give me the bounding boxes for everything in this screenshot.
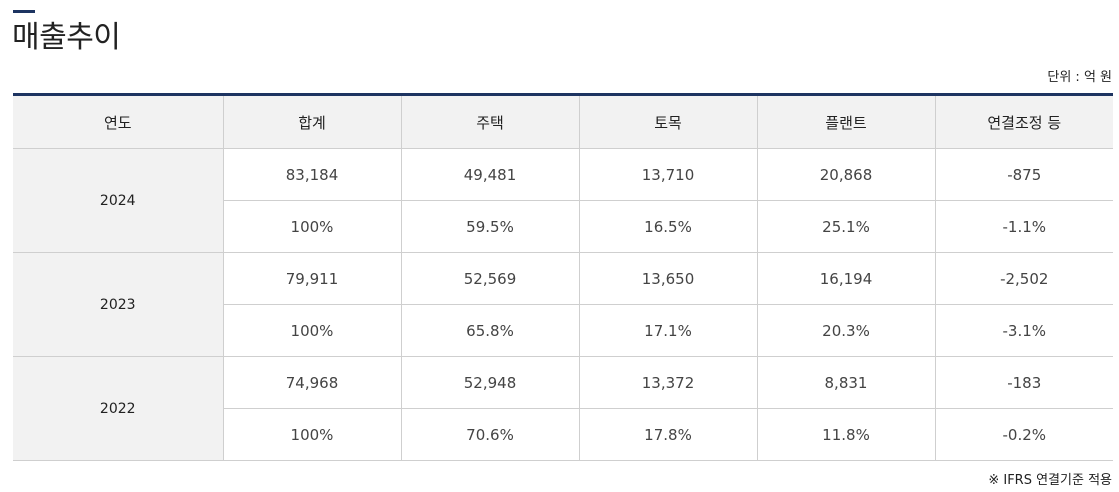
share-total: 100%: [223, 304, 402, 357]
header-civil: 토목: [578, 94, 758, 149]
header-year: 연도: [13, 94, 224, 149]
amount-plant: 16,194: [756, 252, 936, 305]
amount-housing: 49,481: [400, 148, 580, 201]
table-row-amount: 2023 79,911 52,569 13,650 16,194 -2,502: [13, 252, 1113, 357]
amount-adjustment: -2,502: [934, 252, 1113, 305]
table-header-row: 연도 합계 주택 토목 플랜트 연결조정 등: [13, 94, 1113, 149]
share-adjustment: -0.2%: [934, 408, 1113, 461]
share-housing: 70.6%: [400, 408, 580, 461]
unit-label: 단위 : 억 원: [1047, 70, 1112, 85]
page-title: 매출추이: [12, 20, 121, 55]
amount-civil: 13,372: [578, 356, 758, 409]
share-civil: 17.8%: [578, 408, 758, 461]
share-total: 100%: [223, 200, 402, 253]
year-cell: 2022: [13, 356, 224, 461]
share-plant: 11.8%: [756, 408, 936, 461]
footnote-ifrs: ※ IFRS 연결기준 적용: [988, 473, 1112, 488]
amount-adjustment: -183: [934, 356, 1113, 409]
table-row-share: 100% 65.8% 17.1% 20.3% -3.1%: [13, 304, 1113, 357]
table-row-amount: 2022 74,968 52,948 13,372 8,831 -183: [13, 356, 1113, 461]
share-plant: 25.1%: [756, 200, 936, 253]
header-housing: 주택: [400, 94, 580, 149]
share-total: 100%: [223, 408, 402, 461]
table-row-amount: 2024 83,184 49,481 13,710 20,868 -875: [13, 148, 1113, 253]
amount-civil: 13,650: [578, 252, 758, 305]
share-housing: 59.5%: [400, 200, 580, 253]
amount-housing: 52,948: [400, 356, 580, 409]
amount-total: 83,184: [222, 148, 402, 201]
header-adjustment: 연결조정 등: [934, 94, 1113, 149]
amount-adjustment: -875: [934, 148, 1113, 201]
share-civil: 17.1%: [578, 304, 758, 357]
share-adjustment: -3.1%: [934, 304, 1113, 357]
amount-total: 74,968: [222, 356, 402, 409]
share-adjustment: -1.1%: [934, 200, 1113, 253]
title-accent-bar: [13, 10, 35, 13]
share-civil: 16.5%: [578, 200, 758, 253]
year-cell: 2024: [13, 148, 224, 253]
year-cell: 2023: [13, 252, 224, 357]
header-plant: 플랜트: [756, 94, 936, 149]
amount-plant: 20,868: [756, 148, 936, 201]
header-total: 합계: [222, 94, 402, 149]
amount-plant: 8,831: [756, 356, 936, 409]
table-row-share: 100% 70.6% 17.8% 11.8% -0.2%: [13, 408, 1113, 461]
share-housing: 65.8%: [400, 304, 580, 357]
amount-total: 79,911: [222, 252, 402, 305]
sales-trend-table: 연도 합계 주택 토목 플랜트 연결조정 등 2024 83,184 49,48…: [13, 93, 1113, 461]
amount-housing: 52,569: [400, 252, 580, 305]
share-plant: 20.3%: [756, 304, 936, 357]
amount-civil: 13,710: [578, 148, 758, 201]
